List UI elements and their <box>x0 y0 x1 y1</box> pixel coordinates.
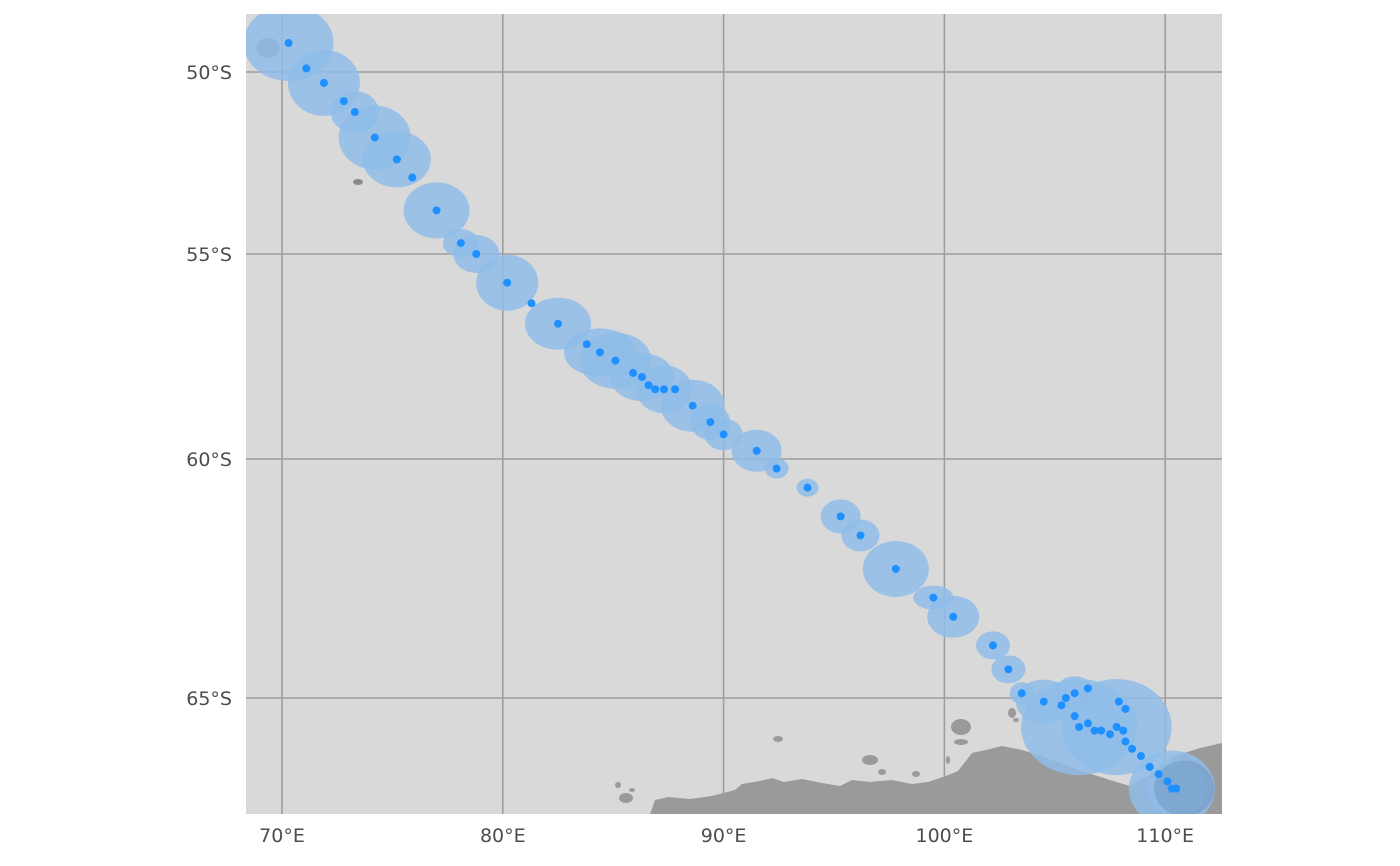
track-point <box>1070 689 1079 698</box>
track-point <box>644 381 653 390</box>
track-point <box>637 373 646 381</box>
track-point <box>1083 719 1092 728</box>
track-point <box>1070 712 1079 721</box>
track-point <box>611 356 620 365</box>
y-axis: 50°S 55°S 60°S 65°S <box>186 62 232 710</box>
track-point <box>1017 689 1026 698</box>
antarctica-coastline <box>650 743 1222 814</box>
track-point <box>1145 762 1154 771</box>
track-point <box>1163 777 1172 786</box>
track-point <box>688 401 697 410</box>
track-points <box>284 39 1181 793</box>
x-tick-label: 80°E <box>480 825 526 847</box>
track-point <box>1119 726 1128 735</box>
track-point <box>752 446 761 455</box>
track-point <box>595 348 604 357</box>
track-point <box>629 368 638 377</box>
island <box>1008 708 1016 718</box>
track-point <box>408 173 417 182</box>
track-point <box>1114 697 1123 706</box>
track-point <box>456 239 465 248</box>
track-point <box>472 250 481 258</box>
track-point <box>1136 752 1145 760</box>
track-point <box>1097 726 1106 735</box>
track-point <box>772 464 781 473</box>
island <box>946 756 950 764</box>
track-point <box>582 340 591 349</box>
y-tick-label: 55°S <box>186 244 232 266</box>
track-point <box>949 612 958 621</box>
track-point <box>1004 665 1013 674</box>
track-point <box>554 319 562 328</box>
x-tick-label: 90°E <box>701 825 747 847</box>
track-point <box>1039 697 1048 706</box>
track-point <box>659 385 668 394</box>
uncertainty-ellipse <box>1154 760 1215 814</box>
track-point <box>719 430 728 439</box>
x-tick-label: 110°E <box>1136 825 1194 847</box>
track-point <box>891 564 900 573</box>
track-point <box>370 133 379 142</box>
y-tick-label: 60°S <box>186 449 232 471</box>
track-point <box>432 206 441 215</box>
x-axis: 70°E 80°E 90°E 100°E 110°E <box>259 825 1194 847</box>
island <box>878 769 886 775</box>
track-point <box>503 278 512 287</box>
track-point <box>1112 723 1121 731</box>
y-tick-label: 65°S <box>186 688 232 710</box>
island <box>619 793 633 803</box>
track-point <box>706 418 715 427</box>
island <box>862 755 878 765</box>
island <box>773 736 783 742</box>
y-tick-label: 50°S <box>186 62 232 84</box>
track-point <box>302 64 311 73</box>
track-point <box>1061 694 1070 702</box>
track-point <box>1083 684 1092 693</box>
track-point <box>1121 704 1130 713</box>
x-tick-label: 70°E <box>259 825 305 847</box>
track-point <box>671 385 680 394</box>
track-point <box>527 299 536 308</box>
track-point <box>1057 701 1066 710</box>
track-point <box>929 593 938 602</box>
island <box>629 788 635 792</box>
island <box>954 739 968 745</box>
track-point <box>339 97 348 106</box>
track-point <box>1075 723 1084 731</box>
track-point <box>350 108 359 117</box>
island <box>912 771 920 777</box>
track-point <box>856 531 865 540</box>
track-point <box>1128 744 1137 753</box>
antarctic-land <box>256 38 1222 814</box>
track-point <box>1090 726 1099 735</box>
track-point <box>392 155 401 164</box>
track-point <box>1106 730 1114 739</box>
island <box>951 719 971 735</box>
track-point <box>651 385 660 394</box>
track-point <box>1121 737 1130 746</box>
island <box>1013 718 1019 722</box>
heard-island <box>353 179 363 185</box>
x-tick-label: 100°E <box>916 825 974 847</box>
track-point <box>836 512 845 521</box>
track-point <box>1172 784 1181 793</box>
track-point <box>319 78 328 87</box>
island <box>615 782 621 788</box>
track-point <box>803 483 812 492</box>
track-point <box>988 641 997 650</box>
track-point <box>1154 770 1163 779</box>
track-point <box>284 39 293 47</box>
